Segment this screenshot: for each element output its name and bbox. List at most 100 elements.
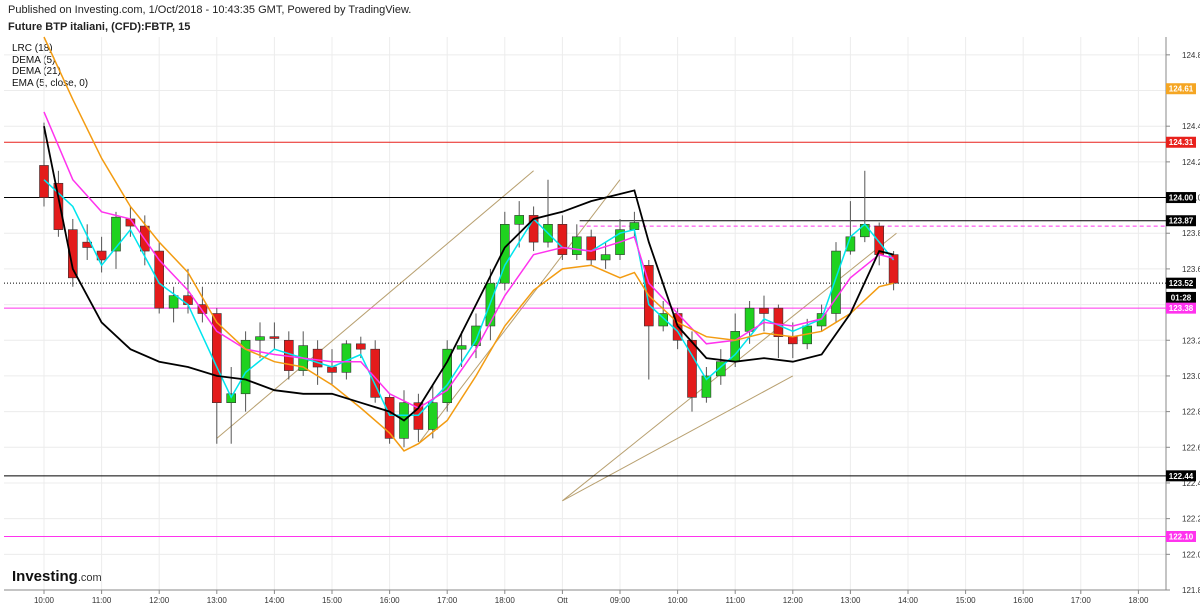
chart-title: Future BTP italiani, (CFD):FBTP, 15 bbox=[8, 21, 191, 33]
candle-down bbox=[355, 343, 366, 350]
candle-up bbox=[471, 325, 481, 346]
x-tick-label: 14:00 bbox=[264, 596, 285, 605]
y-tick-label: 124.80 bbox=[1182, 51, 1200, 60]
series-line bbox=[43, 111, 894, 409]
candle-down bbox=[39, 165, 49, 198]
candle-down bbox=[183, 295, 193, 305]
legend-item-dema5[interactable]: DEMA (5) bbox=[12, 54, 56, 66]
candle-up bbox=[341, 343, 352, 373]
price-tag-label: 123.38 bbox=[1169, 304, 1194, 313]
candle-up bbox=[514, 215, 525, 225]
price-tag-label: 124.00 bbox=[1169, 194, 1194, 203]
chart-grid bbox=[4, 37, 1167, 591]
price-tag-box bbox=[1166, 470, 1196, 482]
x-tick-label: 12:00 bbox=[783, 596, 804, 605]
candle-down bbox=[384, 397, 395, 439]
price-tag-box bbox=[1166, 277, 1196, 289]
x-tick-label: 16:00 bbox=[1013, 596, 1034, 605]
trendline bbox=[216, 170, 534, 439]
y-tick-label: 123.20 bbox=[1182, 336, 1200, 345]
y-tick-label: 122.60 bbox=[1182, 443, 1200, 452]
x-tick-label: 09:00 bbox=[610, 596, 631, 605]
price-tag-label: 124.31 bbox=[1169, 138, 1194, 147]
x-tick-label: 10:00 bbox=[668, 596, 689, 605]
candle-up bbox=[499, 224, 510, 284]
candle-up bbox=[427, 402, 438, 430]
candle-up bbox=[629, 222, 640, 230]
y-tick-label: 124.20 bbox=[1182, 158, 1200, 167]
trendline bbox=[562, 232, 897, 502]
x-tick-label: 12:00 bbox=[149, 596, 170, 605]
price-tag-label: 124.61 bbox=[1169, 85, 1194, 94]
candle-up bbox=[600, 254, 611, 261]
investing-logo: Investing.com bbox=[12, 568, 102, 586]
indicator-legend: LRC (18) DEMA (5) DEMA (21) EMA (5, clos… bbox=[12, 43, 88, 89]
chart-header: Published on Investing.com, 1/Oct/2018 -… bbox=[8, 4, 411, 33]
candle-down bbox=[327, 366, 337, 373]
horizontal-levels bbox=[4, 141, 1166, 537]
x-tick-label: 13:00 bbox=[207, 596, 228, 605]
x-tick-label: 14:00 bbox=[898, 596, 919, 605]
x-tick-label: 15:00 bbox=[322, 596, 343, 605]
candle-up bbox=[240, 339, 251, 395]
candle-down bbox=[53, 182, 64, 230]
series-line bbox=[43, 126, 894, 422]
price-tag-label: 122.44 bbox=[1169, 472, 1194, 481]
candle-down bbox=[68, 229, 78, 279]
x-tick-label: 17:00 bbox=[1071, 596, 1092, 605]
legend-item-dema21[interactable]: DEMA (21) bbox=[12, 66, 61, 77]
candle-down bbox=[197, 304, 208, 314]
candle-up bbox=[571, 236, 582, 255]
price-tag-box bbox=[1166, 291, 1196, 303]
y-tick-label: 122.00 bbox=[1182, 550, 1200, 559]
x-tick-label: 13:00 bbox=[840, 596, 861, 605]
price-tag-label: 123.87 bbox=[1169, 217, 1194, 226]
candle-up bbox=[168, 295, 179, 309]
price-tags: 124.61 124.31 124.00 123.87 123.52 01:28 123.3… bbox=[1166, 83, 1196, 542]
indicator-lines bbox=[43, 36, 895, 452]
candle-down bbox=[759, 307, 769, 314]
price-tag-box bbox=[1166, 136, 1196, 148]
x-tick-label: 10:00 bbox=[34, 596, 55, 605]
price-tag-label: 122.10 bbox=[1169, 532, 1194, 541]
y-tick-label: 122.20 bbox=[1182, 515, 1200, 524]
y-tick-label: 124.40 bbox=[1182, 122, 1200, 131]
price-tag-box bbox=[1166, 530, 1196, 542]
x-tick-label: 16:00 bbox=[380, 596, 401, 605]
price-tag-label: 01:28 bbox=[1171, 293, 1192, 302]
price-tag-box bbox=[1166, 215, 1196, 227]
candle-down bbox=[269, 336, 280, 339]
x-tick-label: 17:00 bbox=[437, 596, 458, 605]
x-tick-label: 11:00 bbox=[92, 596, 112, 605]
candle-down bbox=[557, 224, 568, 255]
brand-suffix: .com bbox=[77, 572, 102, 584]
price-axis[interactable]: 124.80 124.40 124.20 124.00 123.80 123.60 123.… bbox=[1166, 51, 1200, 595]
candle-up bbox=[658, 313, 669, 327]
candle-down bbox=[687, 339, 697, 398]
y-tick-label: 122.40 bbox=[1182, 479, 1200, 488]
price-tag-box bbox=[1166, 192, 1196, 204]
brand-name: Investing bbox=[12, 568, 78, 585]
time-axis[interactable]: 10:00 11:00 12:00 13:00 14:00 15:00 16:00 17:00… bbox=[34, 590, 1149, 605]
price-tag-label: 123.52 bbox=[1169, 279, 1194, 288]
candle-down bbox=[154, 250, 164, 309]
candle-up bbox=[442, 348, 453, 403]
candle-down bbox=[888, 254, 899, 284]
series-line bbox=[43, 179, 895, 416]
published-line: Published on Investing.com, 1/Oct/2018 -… bbox=[8, 4, 412, 16]
x-tick-label: 15:00 bbox=[956, 596, 977, 605]
x-tick-label: 18:00 bbox=[495, 596, 516, 605]
candle-up bbox=[744, 307, 755, 332]
candle-up bbox=[255, 336, 265, 341]
y-tick-label: 123.80 bbox=[1182, 229, 1200, 238]
series-line bbox=[43, 36, 894, 452]
legend-item-lrc[interactable]: LRC (18) bbox=[12, 43, 53, 54]
candle-up bbox=[715, 361, 726, 377]
legend-item-ema5[interactable]: EMA (5, close, 0) bbox=[12, 77, 89, 89]
price-tag-box bbox=[1166, 83, 1196, 95]
candle-up bbox=[831, 250, 841, 314]
candle-up bbox=[456, 345, 467, 350]
price-tag-box bbox=[1166, 302, 1196, 314]
candle-down bbox=[528, 215, 539, 243]
